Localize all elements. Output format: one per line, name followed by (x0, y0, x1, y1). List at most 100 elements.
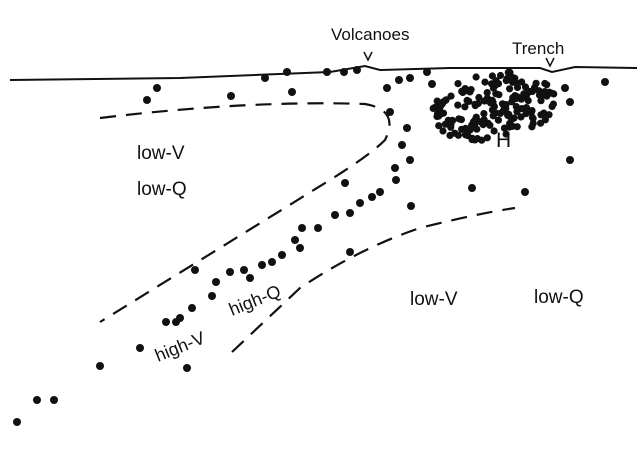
earthquake-dot (288, 88, 296, 96)
earthquake-dot (521, 83, 530, 91)
low-v-right-label: low-V (410, 289, 458, 310)
earthquake-dot (566, 156, 574, 164)
earthquake-dot (478, 136, 486, 144)
earthquake-dot (153, 84, 161, 92)
trench-marker-icon (545, 57, 555, 68)
earthquake-dot (436, 110, 444, 118)
earthquake-dot (356, 199, 364, 207)
earthquake-dot (258, 261, 266, 269)
earthquake-dot (469, 123, 477, 131)
earthquake-dot (498, 100, 507, 108)
h-label: H (496, 129, 511, 152)
earthquake-dot (488, 106, 496, 114)
earthquake-dot (395, 76, 403, 84)
earthquake-dot (50, 396, 58, 404)
earthquake-dot (541, 116, 550, 124)
earthquake-dot (455, 115, 463, 123)
earthquake-dot (376, 188, 384, 196)
earthquake-dot (13, 418, 21, 426)
earthquake-dot (468, 134, 476, 142)
earthquake-dot (601, 78, 609, 86)
earthquake-dot (283, 68, 291, 76)
earthquake-dot (188, 304, 196, 312)
earthquake-dot (509, 94, 517, 102)
earthquake-dot (488, 72, 496, 80)
earthquake-dot (406, 156, 414, 164)
earthquake-dot (461, 103, 469, 111)
low-q-left-label: low-Q (137, 179, 187, 200)
low-v-left-label: low-V (137, 143, 185, 164)
earthquake-dot (550, 90, 558, 98)
earthquake-dot (340, 68, 348, 76)
high-v-label: high-V (152, 328, 208, 366)
earthquake-dot (518, 78, 526, 86)
earthquake-dot (486, 121, 494, 129)
earthquake-dot (504, 68, 512, 76)
earthquake-dot (246, 274, 254, 282)
earthquake-dot (479, 121, 487, 129)
earthquake-dot (481, 78, 489, 86)
earthquake-dot (423, 68, 431, 76)
earthquake-dot (495, 91, 503, 99)
earthquake-dot (537, 97, 545, 105)
earthquake-dot (33, 396, 41, 404)
earthquake-dot (483, 89, 491, 97)
earthquake-dot (541, 79, 549, 88)
volcanoes-label: Volcanoes (331, 25, 409, 44)
earthquake-dot (268, 258, 276, 266)
earthquake-dot (465, 97, 473, 105)
earthquake-dot (341, 179, 349, 187)
slab-lower-boundary (231, 206, 516, 353)
earthquake-dot (407, 202, 415, 210)
earthquake-dot (208, 292, 216, 300)
earthquake-dot (483, 134, 491, 142)
earthquake-dot (503, 75, 511, 83)
earthquake-dot (212, 278, 220, 286)
earthquake-dot (442, 96, 450, 104)
earthquake-dot (548, 102, 556, 111)
earthquake-dot (383, 84, 391, 92)
earthquake-dot (510, 114, 518, 122)
earthquake-dot (435, 122, 443, 130)
earthquake-dot (468, 184, 476, 192)
earthquake-dot (448, 116, 456, 124)
earthquake-dot (475, 93, 483, 102)
slab-upper-boundary (99, 102, 391, 323)
earthquake-dot (296, 244, 304, 252)
earthquake-dot (446, 131, 454, 139)
earthquake-dot (331, 211, 339, 219)
earthquake-dot (136, 344, 144, 352)
earthquake-dot (489, 112, 497, 120)
earthquake-dot (496, 109, 504, 117)
earthquake-dot (561, 84, 569, 92)
earthquake-dot (346, 209, 354, 217)
earthquake-dots (13, 66, 609, 426)
earthquake-dot (461, 85, 469, 93)
earthquake-dot (532, 79, 540, 87)
earthquake-dot (566, 98, 574, 106)
earthquake-dot (291, 236, 299, 244)
earthquake-dot (517, 113, 525, 121)
earthquake-dot (494, 116, 502, 124)
earthquake-dot (261, 74, 269, 82)
earthquake-dot (535, 91, 544, 99)
earthquake-dot (96, 362, 104, 370)
earthquake-dot (172, 318, 180, 326)
earthquake-dot (472, 73, 480, 81)
earthquake-dot (454, 80, 462, 88)
earthquake-dot (529, 119, 537, 127)
earthquake-dot (227, 92, 235, 100)
surface-line (9, 64, 637, 81)
earthquake-dot (386, 108, 394, 116)
earthquake-dot (162, 318, 170, 326)
earthquake-dot (454, 101, 462, 109)
earthquake-dot (191, 266, 199, 274)
earthquake-dot (398, 141, 406, 149)
earthquake-dot (428, 80, 436, 88)
trench-label: Trench (512, 39, 564, 58)
earthquake-dot (502, 130, 510, 138)
earthquake-dot (506, 85, 514, 93)
earthquake-dot (529, 114, 537, 122)
earthquake-dot (447, 92, 455, 100)
